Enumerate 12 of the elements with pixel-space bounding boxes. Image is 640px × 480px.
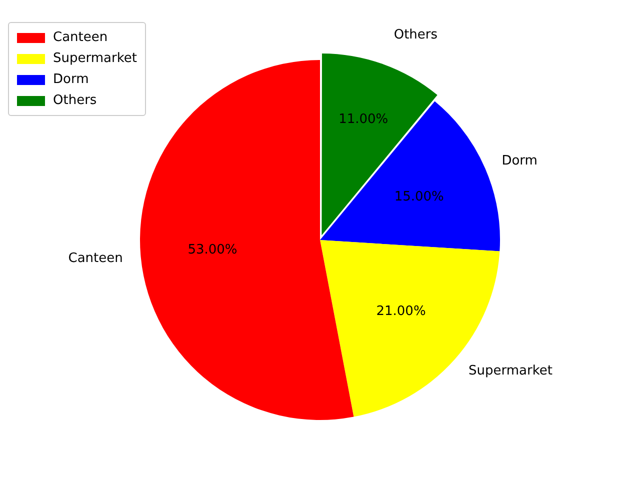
legend-label: Canteen [53, 30, 108, 45]
legend-label: Supermarket [53, 51, 137, 66]
slice-label: Canteen [68, 251, 123, 266]
data-label: 21.00% [376, 304, 426, 319]
slice-label: Dorm [502, 154, 538, 169]
legend-label: Dorm [53, 72, 89, 87]
data-label: 53.00% [188, 242, 238, 258]
legend-label: Others [53, 93, 97, 108]
data-label: 15.00% [394, 189, 444, 204]
slice-label: Others [394, 27, 438, 42]
slice-label: Supermarket [468, 363, 553, 378]
data-label: 11.00% [338, 112, 388, 127]
